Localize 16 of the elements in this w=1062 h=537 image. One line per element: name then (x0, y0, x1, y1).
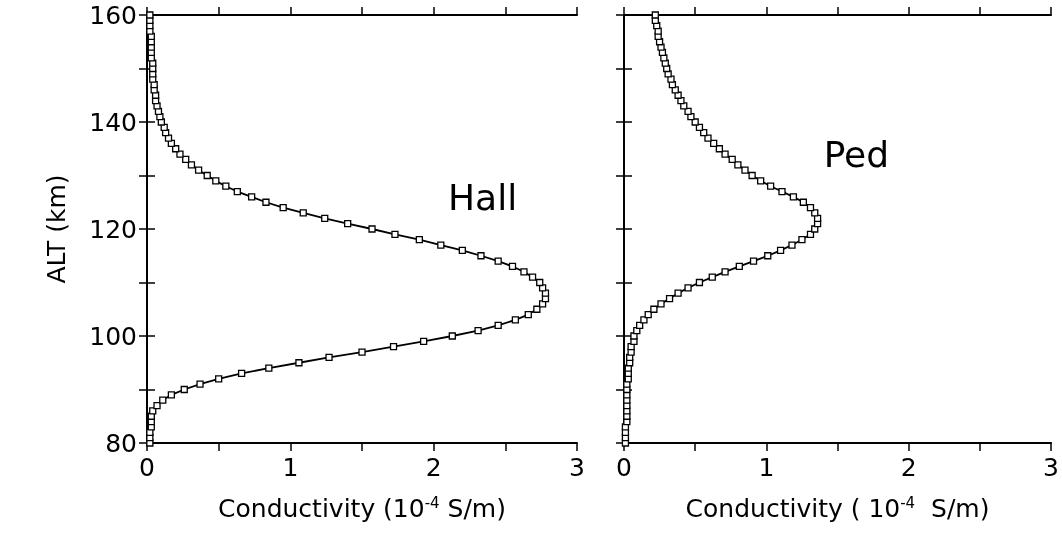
x-tick-label: 0 (139, 453, 155, 482)
y-tick-label: 120 (89, 214, 137, 244)
y-axis-title: ALT (km) (42, 174, 71, 284)
y-tick-label: 100 (89, 321, 137, 351)
series-label: Ped (823, 133, 890, 175)
x-tick-label: 3 (1043, 453, 1059, 482)
x-tick-label: 1 (282, 453, 299, 482)
series-label: Hall (448, 176, 518, 218)
y-tick-label: 80 (105, 428, 137, 458)
x-tick-label: 2 (900, 453, 917, 482)
x-tick-label: 1 (758, 453, 775, 482)
y-tick-label: 160 (89, 0, 137, 30)
x-tick-label: 3 (569, 453, 585, 482)
x-tick-label: 0 (616, 453, 632, 482)
x-tick-label: 2 (425, 453, 442, 482)
y-tick-label: 140 (89, 107, 137, 137)
